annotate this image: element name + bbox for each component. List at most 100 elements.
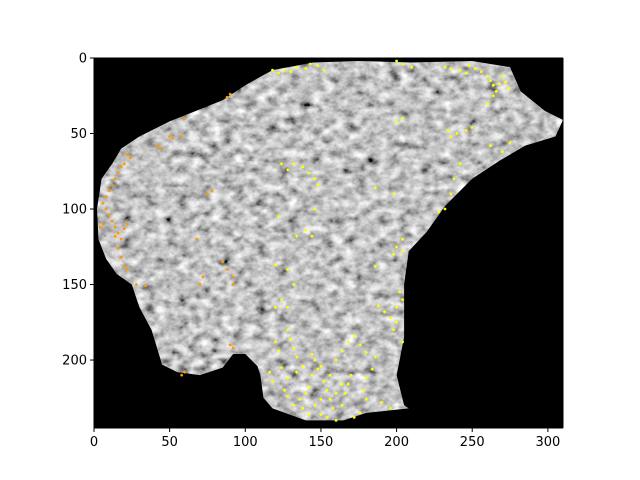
yellow-marker [495,89,498,93]
orange-marker [144,284,147,288]
orange-marker [104,195,108,199]
yellow-marker [319,364,323,368]
yellow-marker [401,298,404,301]
yellow-marker [274,340,277,344]
orange-marker [221,260,225,264]
yellow-marker [289,70,293,73]
yellow-marker [313,358,317,362]
yellow-marker [301,364,305,368]
orange-marker [195,237,199,241]
yellow-marker [325,388,329,392]
yellow-marker [401,340,404,344]
yellow-marker [398,290,401,294]
yellow-marker [401,62,404,66]
yellow-marker [304,391,308,395]
yellow-marker [308,62,312,66]
yellow-marker [395,320,398,324]
yellow-marker [277,215,280,219]
yellow-marker [401,237,404,241]
yellow-marker [292,346,296,350]
yellow-marker [395,305,398,309]
orange-markers [98,92,235,377]
yellow-marker [364,397,368,401]
orange-marker [107,189,111,193]
yellow-marker [401,249,404,253]
yellow-marker [274,263,277,267]
yellow-marker [492,94,495,98]
yellow-marker [498,82,501,86]
yellow-marker [340,349,344,353]
yellow-marker [371,367,374,371]
yellow-marker [437,210,441,214]
yellow-marker [455,132,459,135]
x-tick-label: 200 [384,435,409,450]
yellow-marker [358,411,362,415]
yellow-marker [458,162,462,166]
yellow-marker [328,397,332,401]
orange-marker [119,165,123,169]
y-axis: 0 50 100 150 200 [62,52,94,369]
y-tick-label: 100 [62,203,87,218]
yellow-marker [340,403,344,407]
yellow-marker [446,129,450,132]
yellow-marker [504,80,507,84]
yellow-marker [383,310,386,314]
yellow-marker [508,141,512,145]
yellow-marker [334,419,338,422]
yellow-marker [304,228,308,232]
yellow-marker [295,370,299,374]
yellow-marker [501,150,504,154]
yellow-marker [464,71,468,75]
yellow-marker [313,177,317,181]
orange-marker [201,275,205,279]
yellow-marker [301,407,305,410]
x-axis: 0 50 100 150 200 250 300 [90,428,560,450]
yellow-marker [395,59,398,63]
yellow-marker [316,183,320,187]
y-tick-label: 150 [62,278,87,293]
orange-marker [122,227,126,231]
yellow-marker [507,86,510,90]
yellow-marker [274,305,277,309]
yellow-marker [395,120,398,123]
yellow-marker [389,316,392,320]
yellow-marker [301,165,305,169]
yellow-marker [473,67,477,70]
yellow-markers [268,59,512,422]
yellow-marker [352,416,356,419]
orange-marker [113,177,117,181]
yellow-marker [486,74,489,78]
yellow-marker [449,192,453,196]
yellow-marker [467,64,471,67]
yellow-marker [319,397,323,401]
yellow-marker [316,64,320,67]
yellow-marker [479,70,483,73]
orange-marker [107,213,111,217]
yellow-marker [286,376,290,380]
orange-marker [104,207,108,211]
yellow-marker [401,117,404,120]
orange-marker [180,135,184,138]
yellow-marker [310,234,314,238]
yellow-marker [392,192,395,196]
orange-marker [125,153,129,157]
yellow-marker [271,379,274,383]
yellow-marker [295,355,299,359]
yellow-marker [286,394,290,398]
orange-marker [98,225,102,229]
orange-marker [198,283,202,286]
yellow-marker [343,391,347,395]
yellow-marker [286,168,290,172]
yellow-marker [449,135,453,138]
yellow-marker [322,379,326,383]
yellow-marker [392,328,395,332]
yellow-marker [277,71,280,75]
yellow-marker [310,352,314,356]
yellow-marker [304,67,308,70]
x-tick-label: 50 [161,435,178,450]
yellow-marker [280,298,283,301]
yellow-marker [489,144,492,148]
yellow-marker [334,391,338,395]
x-tick-label: 0 [90,435,98,450]
yellow-marker [292,162,296,166]
